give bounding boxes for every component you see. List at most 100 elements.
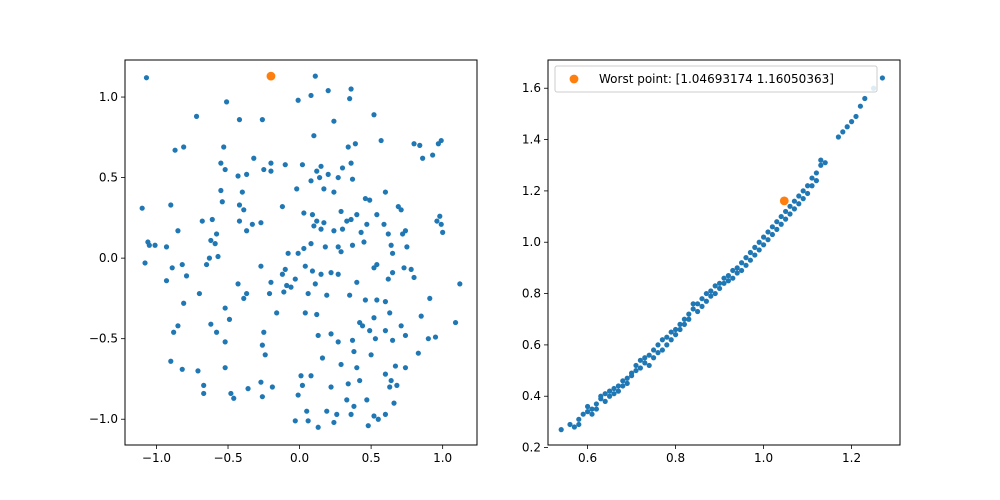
data-point xyxy=(172,147,178,153)
data-point xyxy=(783,216,789,222)
data-point xyxy=(292,418,298,424)
data-point xyxy=(677,326,683,333)
data-point xyxy=(382,328,389,334)
data-point xyxy=(251,155,257,161)
data-point xyxy=(743,262,749,268)
y-tick-label: 0.5 xyxy=(99,171,118,185)
data-point xyxy=(382,189,389,195)
data-point xyxy=(285,250,291,256)
data-point xyxy=(345,381,351,387)
data-point xyxy=(629,373,635,379)
data-point xyxy=(708,293,714,299)
y-tick-label: −0.5 xyxy=(89,332,118,346)
data-point xyxy=(664,342,670,348)
data-point xyxy=(434,218,440,224)
data-point xyxy=(620,378,626,384)
data-point xyxy=(139,205,145,211)
data-point xyxy=(282,266,288,273)
data-point xyxy=(585,403,591,410)
data-point xyxy=(347,292,353,298)
data-point xyxy=(432,334,439,340)
data-point xyxy=(761,234,767,240)
data-point xyxy=(308,373,314,379)
data-point xyxy=(295,250,301,256)
data-point xyxy=(288,284,294,290)
data-point xyxy=(385,276,391,282)
data-point xyxy=(261,166,267,173)
data-point xyxy=(244,171,250,177)
data-point xyxy=(318,163,324,169)
data-point xyxy=(725,278,732,284)
data-point xyxy=(655,350,661,356)
data-point xyxy=(328,331,334,337)
data-point xyxy=(611,391,617,397)
data-point xyxy=(335,271,341,277)
data-point xyxy=(308,178,314,184)
data-point xyxy=(435,141,441,147)
data-point xyxy=(681,316,688,322)
data-point xyxy=(840,129,846,135)
y-tick-label: 1.0 xyxy=(99,90,118,104)
data-point xyxy=(615,388,622,394)
y-tick-label: 1.2 xyxy=(522,184,541,198)
data-point xyxy=(699,296,705,302)
data-point xyxy=(259,394,265,400)
data-point xyxy=(725,273,732,279)
data-point xyxy=(354,279,360,285)
data-point xyxy=(324,292,330,298)
data-point xyxy=(381,221,387,227)
data-point xyxy=(281,289,287,295)
data-point xyxy=(302,263,308,269)
x-tick-label: 0.5 xyxy=(362,451,381,465)
data-point xyxy=(388,377,394,384)
data-point xyxy=(440,229,446,235)
data-point xyxy=(835,134,842,140)
data-point xyxy=(809,175,815,181)
data-point xyxy=(348,160,354,166)
axes-frame xyxy=(124,59,478,446)
data-point xyxy=(761,242,767,248)
data-point xyxy=(344,218,350,224)
data-point xyxy=(223,99,230,105)
data-point xyxy=(452,319,459,326)
data-point xyxy=(314,218,320,224)
data-point xyxy=(712,290,718,297)
data-point xyxy=(686,316,692,322)
data-point xyxy=(778,213,784,220)
data-point xyxy=(805,183,811,189)
data-point xyxy=(739,260,745,266)
data-point xyxy=(301,245,307,252)
data-point xyxy=(168,358,174,364)
data-point xyxy=(382,411,389,417)
data-point xyxy=(371,315,377,321)
data-point xyxy=(348,411,354,417)
legend: Worst point: [1.04693174 1.16050363] xyxy=(554,65,878,93)
data-point xyxy=(576,416,582,422)
data-point xyxy=(228,390,234,397)
data-point xyxy=(261,329,267,335)
data-point xyxy=(371,413,377,419)
data-point xyxy=(721,275,727,281)
x-tick-label: 0.0 xyxy=(290,451,309,465)
data-point xyxy=(236,117,243,123)
data-point xyxy=(408,266,414,273)
data-point xyxy=(651,347,657,353)
data-point xyxy=(245,386,251,392)
data-point xyxy=(642,360,648,366)
data-point xyxy=(351,348,357,355)
data-point xyxy=(292,276,298,282)
data-point xyxy=(673,326,679,333)
data-point xyxy=(269,384,275,390)
data-point xyxy=(673,332,679,338)
data-point xyxy=(143,75,150,81)
data-point xyxy=(398,207,404,213)
y-tick-label: 1.6 xyxy=(522,81,541,95)
data-point xyxy=(576,421,582,428)
data-point xyxy=(367,197,373,203)
data-point xyxy=(331,189,337,195)
data-point xyxy=(258,263,264,269)
data-point xyxy=(357,377,363,384)
data-point xyxy=(651,355,657,361)
data-point xyxy=(262,352,268,358)
y-tick-label: 0.2 xyxy=(522,441,541,455)
